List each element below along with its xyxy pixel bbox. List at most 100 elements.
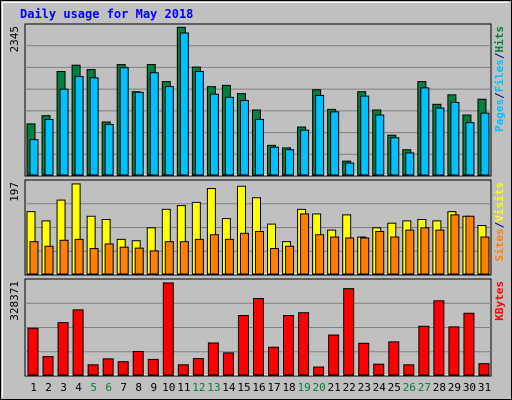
bar-files [330, 111, 340, 176]
bar-files [59, 88, 69, 176]
y-max-label: 2345 [8, 26, 21, 53]
bar-kbytes [237, 315, 249, 376]
bar-kbytes [343, 288, 355, 376]
bar-sites [360, 237, 370, 275]
bar-kbytes [27, 327, 39, 376]
bar-sites [119, 246, 129, 275]
bar-files [435, 107, 445, 176]
bar-files [29, 139, 39, 176]
bar-kbytes [192, 358, 204, 376]
bar-sites [224, 238, 234, 275]
x-tick-label: 20 [313, 381, 326, 394]
bar-sites [149, 250, 159, 275]
x-tick-label: 10 [162, 381, 175, 394]
bar-sites [300, 213, 310, 275]
side-legend-part: KBytes [493, 281, 506, 321]
chart-panel-1: 197 Sites/Visits [8, 179, 506, 276]
chart-title: Daily usage for May 2018 [20, 7, 193, 21]
x-tick-label: 13 [207, 381, 220, 394]
bar-files [315, 94, 325, 176]
bar-sites [44, 245, 54, 275]
bar-files [345, 162, 355, 176]
bar-sites [134, 247, 144, 275]
bar-kbytes [358, 342, 370, 376]
bar-files [164, 86, 174, 176]
y-max-label: 328371 [8, 281, 21, 321]
bar-sites [480, 236, 490, 275]
bar-files [420, 87, 430, 176]
x-tick-label: 17 [267, 381, 280, 394]
bar-kbytes [373, 363, 385, 376]
bar-files [405, 152, 415, 176]
bar-sites [104, 243, 114, 275]
x-tick-label: 19 [297, 381, 310, 394]
x-tick-label: 28 [433, 381, 446, 394]
x-tick-label: 29 [448, 381, 461, 394]
x-tick-label: 8 [135, 381, 142, 394]
x-tick-label: 4 [75, 381, 82, 394]
x-tick-label: 5 [90, 381, 97, 394]
bar-files [194, 70, 204, 176]
x-tick-label: 21 [328, 381, 341, 394]
x-tick-label: 6 [105, 381, 112, 394]
bar-files [74, 76, 84, 176]
bar-kbytes [313, 366, 325, 376]
x-tick-label: 18 [282, 381, 295, 394]
side-legend-part: Pages [493, 99, 506, 132]
bar-files [270, 146, 280, 176]
bar-sites [285, 245, 295, 275]
bar-kbytes [132, 350, 144, 376]
bar-files [375, 114, 385, 176]
bar-files [300, 129, 310, 176]
bar-kbytes [478, 363, 490, 376]
bar-files [450, 101, 460, 176]
bar-kbytes [177, 364, 189, 376]
x-tick-label: 14 [222, 381, 236, 394]
bar-sites [239, 232, 249, 275]
x-tick-label: 25 [388, 381, 401, 394]
x-tick-label: 9 [150, 381, 157, 394]
side-legend-part: Sites [493, 228, 506, 261]
bar-kbytes [433, 300, 445, 376]
bar-kbytes [87, 364, 99, 376]
bar-sites [89, 248, 99, 275]
x-tick-label: 11 [177, 381, 190, 394]
bar-files [465, 122, 475, 176]
bar-kbytes [268, 346, 280, 376]
x-tick-label: 2 [45, 381, 52, 394]
x-tick-label: 30 [463, 381, 476, 394]
side-legend-part: Files [493, 59, 506, 92]
bar-kbytes [102, 358, 114, 376]
bar-sites [59, 239, 69, 275]
x-tick-label: 22 [343, 381, 356, 394]
bar-files [44, 118, 54, 176]
bar-files [134, 91, 144, 176]
bar-files [239, 100, 249, 176]
bar-files [224, 96, 234, 176]
bar-kbytes [463, 312, 475, 376]
y-max-label: 197 [8, 182, 21, 202]
side-legend-part: Hits [493, 26, 506, 53]
x-tick-label: 1 [30, 381, 37, 394]
x-tick-label: 24 [373, 381, 387, 394]
bar-sites [375, 231, 385, 275]
bar-sites [435, 229, 445, 275]
bar-kbytes [222, 352, 234, 376]
bar-kbytes [57, 322, 69, 376]
bar-sites [209, 234, 219, 275]
bar-sites [29, 241, 39, 275]
bar-kbytes [283, 315, 295, 376]
bar-kbytes [207, 342, 219, 376]
x-tick-label: 16 [252, 381, 265, 394]
bar-sites [420, 227, 430, 275]
bar-kbytes [72, 309, 84, 376]
bar-sites [254, 231, 264, 275]
side-legend: KBytes [493, 281, 506, 321]
bar-files [149, 72, 159, 176]
x-tick-label: 23 [358, 381, 371, 394]
side-legend: Sites/Visits [493, 182, 506, 262]
bar-kbytes [328, 334, 340, 376]
x-tick-label: 26 [403, 381, 416, 394]
bar-files [179, 32, 189, 176]
